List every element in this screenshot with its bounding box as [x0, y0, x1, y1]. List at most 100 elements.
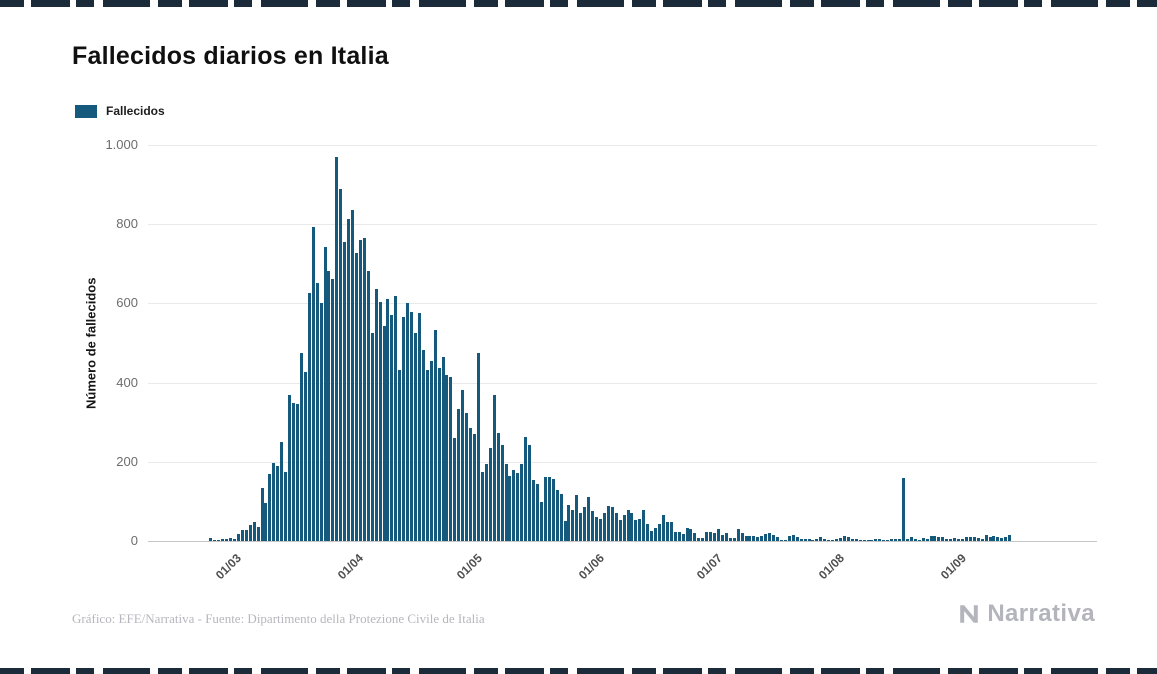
bar — [630, 512, 634, 541]
bar — [280, 442, 284, 541]
bar — [909, 537, 913, 541]
bar — [717, 529, 720, 541]
bar — [669, 521, 673, 541]
bar — [732, 537, 736, 541]
bar — [606, 506, 610, 541]
bar — [760, 535, 764, 541]
bar — [449, 376, 453, 541]
bar — [551, 479, 555, 541]
bar — [811, 540, 815, 541]
bar — [421, 350, 425, 541]
bar — [276, 466, 280, 541]
bar — [528, 445, 532, 541]
x-tick-label: 01/05 — [453, 551, 485, 583]
y-tick-label: 1.000 — [105, 137, 138, 152]
bar — [752, 535, 756, 541]
bar — [957, 538, 961, 541]
bar — [638, 518, 642, 541]
bar — [233, 539, 236, 541]
bar — [878, 538, 882, 541]
bar — [390, 315, 394, 541]
bar — [575, 494, 579, 541]
bar — [854, 538, 858, 541]
bar — [571, 510, 575, 541]
bar — [882, 539, 886, 541]
bar — [299, 352, 303, 541]
bar — [469, 428, 473, 541]
x-tick-label: 01/07 — [693, 551, 725, 583]
bar — [547, 477, 551, 541]
bar — [433, 329, 437, 541]
bar — [225, 539, 229, 541]
y-axis-title: Número de fallecidos — [83, 277, 99, 409]
gridline — [148, 224, 1097, 226]
bar — [984, 535, 988, 541]
bar — [532, 480, 536, 541]
bar — [351, 209, 355, 541]
bar — [894, 539, 898, 541]
bar — [689, 529, 693, 541]
bar — [264, 502, 268, 541]
bar — [685, 527, 689, 541]
bar — [520, 463, 524, 541]
bar — [362, 237, 366, 541]
gridline — [148, 145, 1097, 146]
bar — [654, 527, 658, 541]
bar — [941, 537, 945, 541]
bar — [221, 539, 225, 541]
bar — [870, 540, 874, 541]
bar — [807, 539, 811, 541]
bar — [339, 188, 343, 541]
bar — [937, 537, 941, 541]
bar — [823, 538, 827, 541]
bar — [394, 295, 398, 541]
bar — [728, 537, 732, 541]
bar — [398, 370, 402, 541]
bar — [539, 501, 543, 541]
gridline — [148, 541, 1097, 542]
bar — [484, 463, 488, 541]
bar — [343, 241, 347, 541]
top-decorative-border — [0, 0, 1157, 7]
bar — [815, 539, 819, 541]
bar — [1008, 535, 1012, 541]
bar — [953, 537, 957, 541]
bar — [968, 537, 972, 541]
bar — [323, 246, 327, 541]
bar — [307, 292, 311, 541]
bar — [842, 536, 846, 541]
bar — [260, 488, 264, 541]
bar — [508, 475, 512, 541]
x-tick-label: 01/08 — [815, 551, 847, 583]
bar — [835, 539, 839, 541]
bar — [901, 477, 905, 541]
bar — [425, 369, 429, 541]
gridline — [148, 461, 1097, 463]
bar — [657, 523, 661, 541]
bar — [209, 538, 213, 541]
bar — [838, 537, 842, 541]
bar — [921, 538, 925, 541]
bar — [764, 534, 768, 541]
bar — [496, 432, 500, 541]
bar — [768, 533, 772, 541]
gridline — [148, 382, 1097, 384]
bar — [905, 538, 909, 541]
bar-chart-plot-area: Número de fallecidos 0 200 400 600 800 1.000 0… — [84, 137, 1097, 582]
bar — [244, 529, 248, 541]
bar — [874, 539, 878, 541]
bar — [465, 413, 469, 541]
bar — [347, 219, 351, 541]
bar — [744, 536, 748, 541]
bar — [831, 539, 835, 541]
bar — [288, 395, 292, 541]
bar — [626, 509, 630, 541]
bar — [724, 532, 728, 541]
x-tick-label: 01/04 — [335, 551, 367, 583]
bar — [374, 289, 378, 541]
bar — [583, 506, 587, 541]
bar — [964, 537, 968, 541]
bar — [473, 434, 477, 541]
bar — [776, 536, 780, 541]
